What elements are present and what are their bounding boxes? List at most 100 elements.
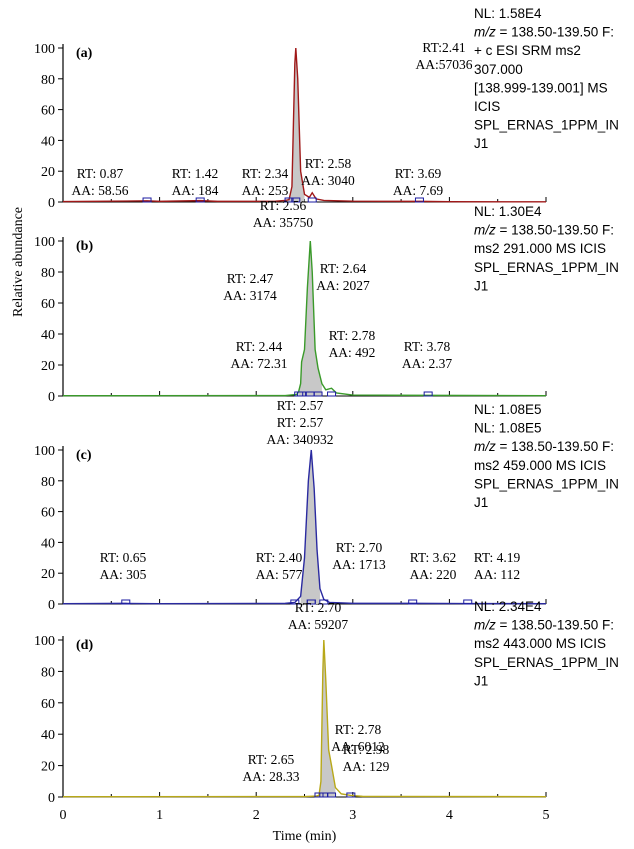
peak-aa-label: AA: 72.31 [231, 356, 288, 371]
peak-aa-label: AA: 340932 [266, 432, 333, 447]
peak-rt-label: RT: 3.62 [410, 550, 457, 565]
y-axis-title: Relative abundance [11, 207, 26, 317]
x-tick-label: 0 [60, 808, 67, 823]
y-tick-label: 20 [41, 567, 55, 582]
peak-rt-label: RT: 2.57 [277, 415, 324, 430]
y-tick-label: 40 [41, 728, 55, 743]
integration-marker [408, 599, 418, 605]
peak-area-fill [300, 450, 320, 604]
peak-rt-label: RT: 2.40 [256, 550, 303, 565]
panel-info-line: m/z = 138.50-139.50 F: [474, 25, 614, 40]
y-tick-label: 40 [41, 134, 55, 149]
peak-aa-label: AA:57036 [416, 57, 473, 72]
integration-marker [195, 197, 205, 203]
y-tick-label: 100 [34, 235, 55, 250]
peak-aa-label: AA: 253 [242, 183, 289, 198]
peak-aa-label: AA: 3040 [301, 173, 355, 188]
peak-rt-label: RT:2.41 [422, 40, 465, 55]
x-tick-label: 3 [349, 808, 356, 823]
y-tick-label: 20 [41, 359, 55, 374]
integration-marker [294, 391, 304, 397]
peak-rt-label: RT: 2.47 [227, 271, 274, 286]
integration-marker [423, 391, 433, 397]
panel-info-line: m/z = 138.50-139.50 F: [474, 223, 614, 238]
panel-info-line: NL: 1.30E4 [474, 204, 542, 219]
y-tick-label: 60 [41, 506, 55, 521]
peak-rt-label: RT: 0.65 [100, 550, 147, 565]
y-tick-label: 100 [34, 444, 55, 459]
panel-info-line: J1 [474, 278, 488, 293]
y-tick-label: 80 [41, 475, 55, 490]
panel-a: 0 20 40 60 80 100 (a) RT:2.41 AA:57036 RT: 0.87 AA… [34, 6, 619, 211]
panel-info-line: NL: 1.58E4 [474, 6, 542, 21]
peak-aa-label: AA: 35750 [253, 215, 314, 230]
panel-info-line: + c ESI SRM ms2 [474, 43, 581, 58]
integration-marker [306, 599, 316, 605]
peak-rt-label: RT: 0.87 [77, 166, 124, 181]
panel-label: (b) [76, 239, 93, 254]
integration-marker [291, 197, 301, 203]
peak-aa-label: AA: 492 [329, 345, 376, 360]
y-tick-label: 80 [41, 266, 55, 281]
peak-rt-label: RT: 2.70 [295, 600, 342, 615]
panel-info-line: m/z = 138.50-139.50 F: [474, 439, 614, 454]
chromatogram-trace [62, 47, 547, 203]
peak-aa-label: AA: 3174 [223, 288, 277, 303]
peak-rt-label: RT: 2.78 [335, 722, 382, 737]
y-tick-label: 40 [41, 536, 55, 551]
peak-rt-label: RT: 3.69 [395, 166, 442, 181]
panel-d: 0 20 40 60 80 100 (d) RT: 2.70 AA: 59207 RT: 2.78… [34, 599, 619, 806]
peak-rt-label: RT: 3.78 [404, 339, 451, 354]
peak-aa-label: AA: 577 [256, 567, 303, 582]
peak-aa-label: AA: 220 [410, 567, 457, 582]
panel-info-line: ms2 459.000 MS ICIS [474, 458, 606, 473]
integration-marker [290, 599, 300, 605]
chromatogram-trace [62, 449, 547, 605]
x-tick-label: 1 [156, 808, 163, 823]
panel-info-line: J1 [474, 136, 488, 151]
peak-aa-label: AA: 129 [343, 759, 390, 774]
x-tick-label: 4 [446, 808, 453, 823]
panel-info-line: ICIS [474, 99, 500, 114]
y-tick-label: 60 [41, 104, 55, 119]
peak-aa-label: AA: 112 [474, 567, 520, 582]
panel-label: (a) [76, 46, 93, 61]
y-tick-label: 0 [48, 791, 55, 806]
peak-aa-label: AA: 59207 [288, 617, 349, 632]
peak-aa-label: AA: 28.33 [243, 769, 300, 784]
peak-aa-label: AA: 6012 [331, 739, 385, 754]
integration-marker [327, 391, 337, 397]
peak-area-fill [316, 640, 336, 797]
panel-info-line: J1 [474, 495, 488, 510]
integration-marker [463, 599, 473, 605]
y-tick-label: 60 [41, 297, 55, 312]
x-tick-label: 5 [543, 808, 550, 823]
x-axis-title: Time (min) [273, 829, 337, 844]
integration-marker [121, 599, 131, 605]
panel-info-line: [138.999-139.001] MS [474, 80, 608, 95]
panel-c: 0 20 40 60 80 100 (c) RT: 2.57 RT: 2.57 AA: 34093… [34, 398, 619, 613]
y-tick-label: 0 [48, 196, 55, 211]
y-tick-label: 100 [34, 634, 55, 649]
peak-aa-label: AA: 58.56 [72, 183, 129, 198]
panel-info-line: NL: 1.08E5 [474, 421, 542, 436]
peak-rt-label: RT: 2.78 [329, 328, 376, 343]
peak-rt-label: RT: 2.44 [236, 339, 283, 354]
integration-marker [327, 792, 337, 798]
y-tick-label: 20 [41, 165, 55, 180]
peak-rt-label: RT: 2.34 [242, 166, 289, 181]
peak-rt-label: RT: 1.42 [172, 166, 219, 181]
integration-marker [307, 197, 317, 203]
peak-area-fill [285, 48, 305, 202]
integration-marker [314, 792, 324, 798]
y-tick-label: 0 [48, 390, 55, 405]
panel-info-line: J1 [474, 673, 488, 688]
peak-rt-label: RT: 2.70 [336, 540, 383, 555]
peak-aa-label: AA: 184 [172, 183, 219, 198]
panel-info-line: SPL_ERNAS_1PPM_IN [474, 118, 619, 133]
peak-rt-label: RT: 2.65 [248, 752, 295, 767]
y-tick-label: 80 [41, 73, 55, 88]
panel-info-line: ms2 443.000 MS ICIS [474, 636, 606, 651]
